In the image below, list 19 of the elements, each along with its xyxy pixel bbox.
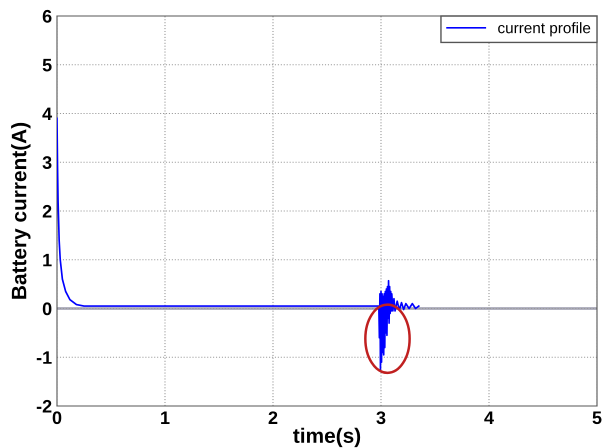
y-tick-label: 6 (42, 10, 52, 23)
y-tick-label: 5 (42, 58, 52, 72)
x-tick-label: 2 (268, 411, 278, 424)
y-tick-label: 2 (42, 204, 52, 218)
y-tick-label: 4 (42, 108, 52, 120)
legend-label: current profile (498, 22, 590, 36)
x-tick-label: 5 (592, 412, 602, 424)
y-tick-label: 3 (42, 156, 52, 169)
y-tick-label: 1 (43, 254, 52, 266)
x-tick-label: 4 (484, 412, 494, 424)
y-tick-label: 0 (42, 302, 52, 316)
y-tick-label: -2 (36, 400, 52, 413)
x-tick-label: 3 (376, 411, 386, 424)
y-axis-title: Battery current(A) (11, 122, 31, 299)
x-tick-label: 0 (52, 411, 62, 424)
y-tick-label: -1 (36, 351, 52, 364)
x-tick-label: 1 (161, 412, 170, 424)
x-axis-title: time(s) (293, 428, 360, 448)
line-series (57, 118, 420, 370)
